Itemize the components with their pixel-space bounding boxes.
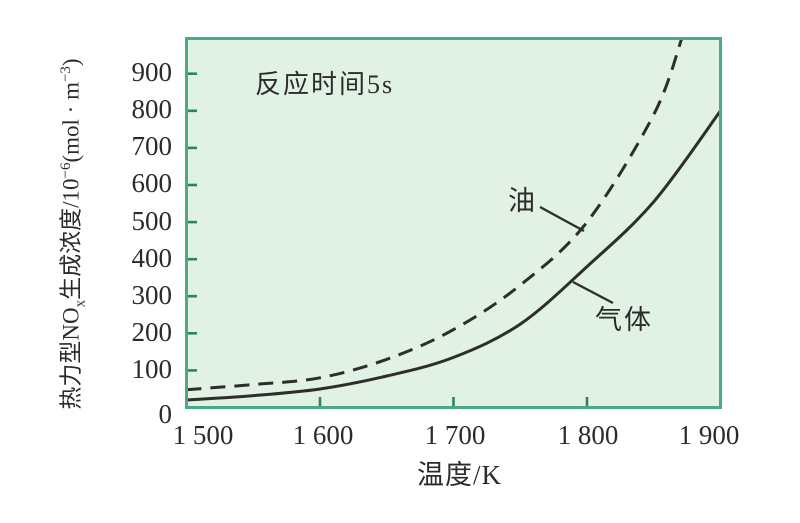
- plot-border: [185, 37, 722, 409]
- series-label-gas: 气体: [595, 305, 653, 335]
- x-axis-title: 温度/K: [417, 460, 502, 490]
- x-tick-label: 1 700: [424, 420, 486, 450]
- oil-leader-line: [539, 205, 585, 233]
- y-tick-label: 200: [131, 317, 173, 347]
- y-axis-label-part: −3: [58, 66, 74, 83]
- gas-leader-line: [572, 280, 614, 305]
- y-axis-label-part: ): [58, 58, 84, 67]
- y-tick-label: 400: [131, 243, 173, 273]
- chart-canvas: [185, 37, 722, 409]
- reaction-time-annotation: 反应时间5s: [255, 70, 395, 99]
- y-axis-label: 热力型NOx生成浓度/10−6(mol · m−3): [51, 16, 88, 452]
- series-label-oil: 油: [508, 186, 535, 216]
- y-tick-label: 500: [131, 206, 173, 236]
- x-tick-label: 1 500: [172, 420, 234, 450]
- gas-curve: [186, 109, 722, 402]
- y-tick-label: 0: [158, 399, 173, 429]
- y-tick-label: 800: [131, 94, 173, 124]
- y-tick-label: 600: [131, 168, 173, 198]
- y-tick-label: 700: [131, 131, 173, 161]
- y-axis-label-part: 生成浓度/10: [58, 178, 84, 300]
- x-tick-label: 1 900: [678, 420, 740, 450]
- oil-curve: [186, 37, 684, 392]
- y-tick-label: 100: [131, 354, 173, 384]
- y-axis-label-part: (mol · m: [58, 82, 84, 163]
- y-axis-label-part: x: [72, 299, 89, 308]
- y-tick-label: 900: [131, 57, 173, 87]
- x-tick-label: 1 800: [557, 420, 619, 450]
- y-axis-label-part: 热力型NO: [58, 307, 84, 410]
- plot-area: 反应时间5s 油 气体: [185, 37, 722, 409]
- x-tick-label: 1 600: [292, 420, 354, 450]
- y-tick-label: 300: [131, 280, 173, 310]
- y-axis-label-part: −6: [58, 162, 74, 179]
